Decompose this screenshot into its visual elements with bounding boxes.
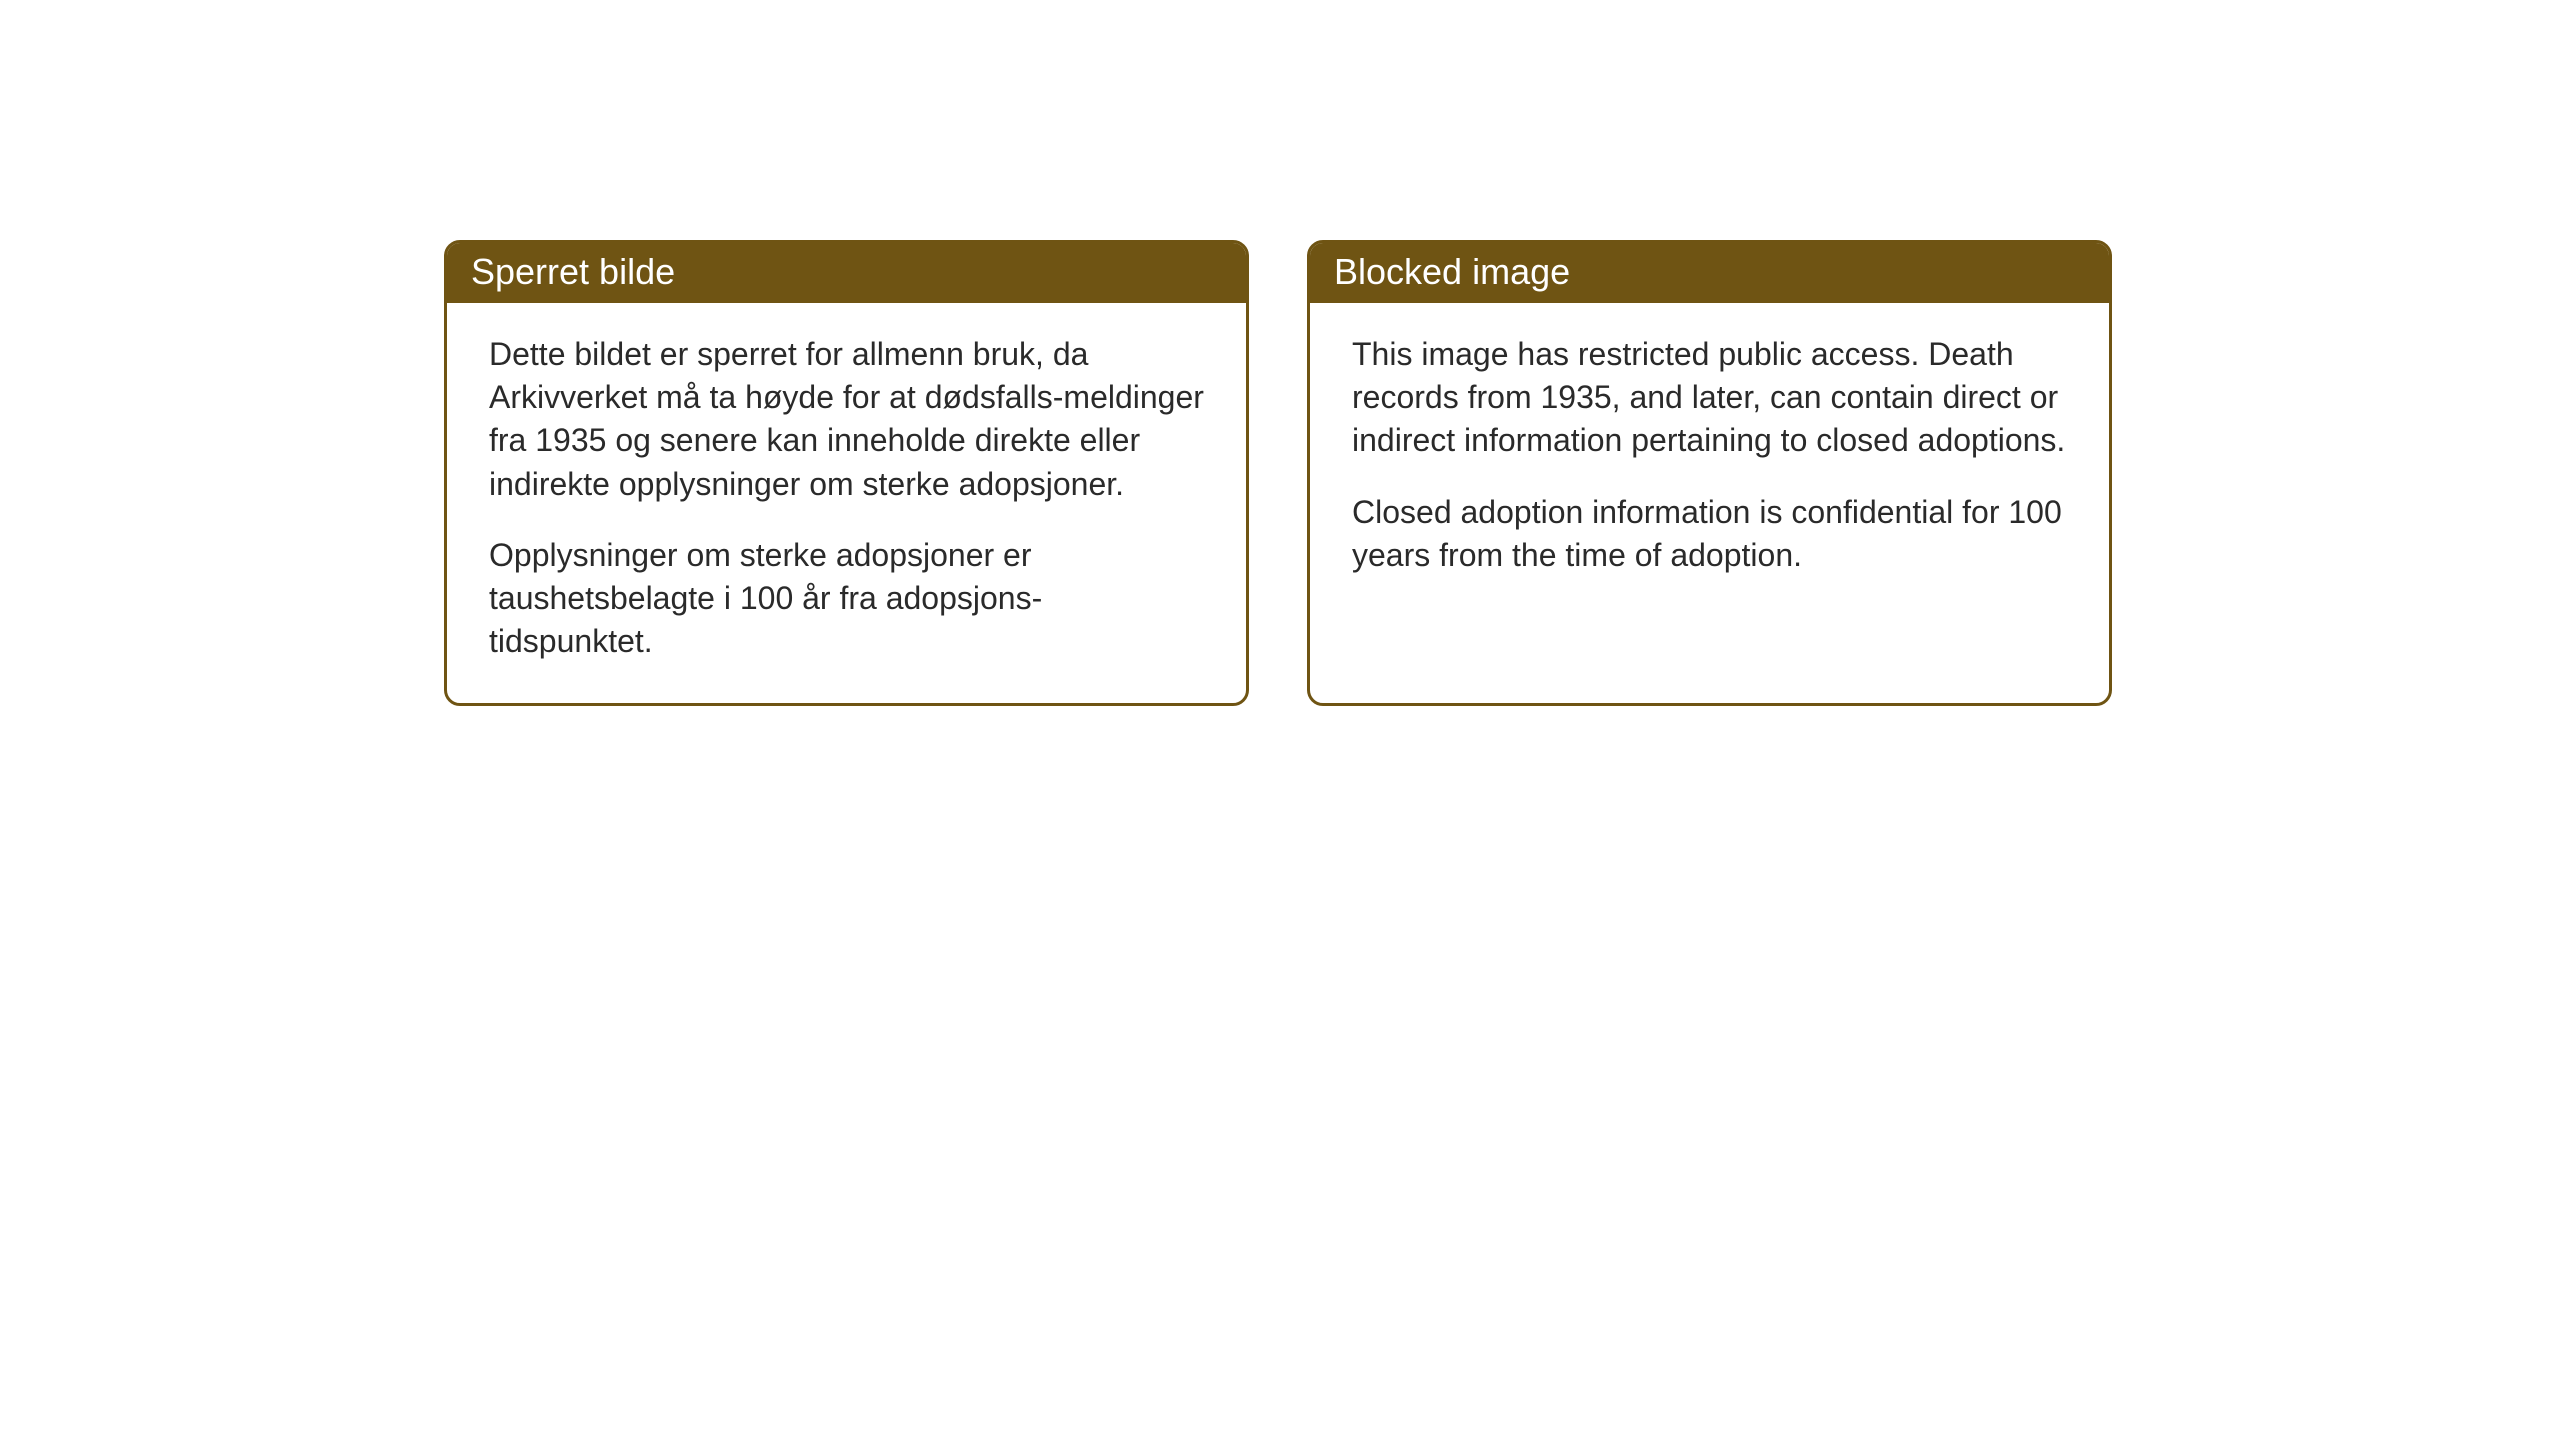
cards-container: Sperret bilde Dette bildet er sperret fo… [444, 240, 2112, 706]
card-header-english: Blocked image [1310, 243, 2109, 303]
card-title-norwegian: Sperret bilde [471, 251, 675, 292]
card-paragraph-english-1: This image has restricted public access.… [1352, 333, 2067, 463]
card-title-english: Blocked image [1334, 251, 1570, 292]
card-paragraph-norwegian-2: Opplysninger om sterke adopsjoner er tau… [489, 534, 1204, 664]
card-english: Blocked image This image has restricted … [1307, 240, 2112, 706]
card-body-norwegian: Dette bildet er sperret for allmenn bruk… [447, 303, 1246, 703]
card-header-norwegian: Sperret bilde [447, 243, 1246, 303]
card-paragraph-english-2: Closed adoption information is confident… [1352, 491, 2067, 577]
card-norwegian: Sperret bilde Dette bildet er sperret fo… [444, 240, 1249, 706]
card-body-english: This image has restricted public access.… [1310, 303, 2109, 703]
card-paragraph-norwegian-1: Dette bildet er sperret for allmenn bruk… [489, 333, 1204, 506]
